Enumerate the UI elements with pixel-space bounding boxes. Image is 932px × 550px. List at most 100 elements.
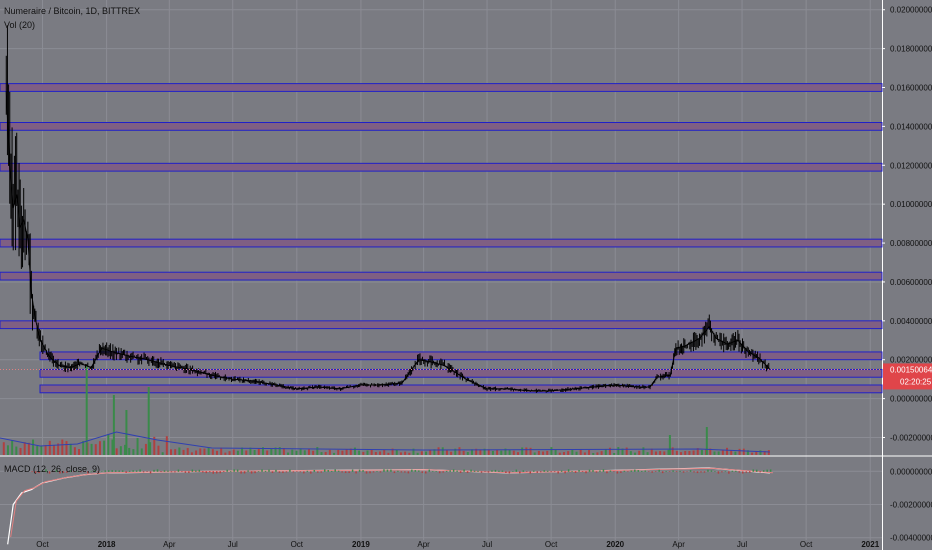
macd-histogram-bar	[139, 469, 141, 472]
volume-bar	[358, 450, 361, 455]
macd-histogram-bar	[379, 471, 382, 473]
macd-histogram-bar	[372, 471, 375, 473]
macd-histogram-bar	[477, 470, 479, 472]
macd-histogram-bar	[261, 469, 263, 472]
volume-bar	[487, 449, 490, 455]
volume-bar	[257, 448, 260, 455]
volume-bar	[132, 449, 135, 455]
macd-histogram-bar	[463, 469, 465, 472]
volume-spike	[705, 427, 708, 455]
volume-bar	[199, 448, 202, 455]
macd-histogram-bar	[222, 471, 225, 473]
volume-bar	[475, 448, 478, 455]
macd-histogram-bar	[355, 471, 357, 474]
macd-histogram-bar	[595, 471, 598, 473]
volume-bar	[425, 451, 428, 455]
volume-bar	[399, 452, 402, 455]
volume-bar	[617, 447, 620, 455]
macd-histogram-bar	[425, 471, 427, 474]
macd-histogram-bar	[278, 471, 281, 473]
macd-histogram-bar	[209, 471, 211, 473]
volume-bar	[98, 441, 101, 455]
volume-bar	[211, 449, 214, 455]
price-tick-label: 0.00000000	[890, 395, 932, 404]
price-badge-bg	[883, 363, 932, 390]
time-tick-label: Jul	[228, 540, 238, 549]
volume-bar	[404, 451, 407, 455]
macd-histogram-bar	[41, 470, 44, 472]
macd-histogram-bar	[153, 469, 155, 472]
macd-histogram-bar	[264, 470, 267, 472]
volume-bar	[61, 439, 64, 455]
volume-bar	[671, 447, 674, 455]
volume-bar	[295, 450, 298, 455]
macd-histogram-bar	[675, 471, 678, 473]
price-tick-label: 0.01400000	[890, 122, 932, 131]
volume-bar	[124, 444, 127, 455]
macd-histogram-bar	[268, 469, 270, 472]
time-tick-label: 2021	[861, 540, 879, 549]
volume-bar	[445, 450, 448, 455]
macd-histogram-bar	[404, 471, 406, 473]
volume-bar	[516, 452, 519, 455]
macd-histogram-bar	[121, 470, 124, 472]
volume-bar	[746, 450, 749, 455]
macd-histogram-bar	[390, 469, 392, 472]
macd-histogram-bar	[710, 470, 713, 472]
volume-bar	[128, 447, 131, 455]
time-tick-label: Apr	[672, 540, 685, 549]
macd-histogram-bar	[578, 470, 580, 472]
macd-histogram-bar	[571, 471, 573, 472]
macd-histogram-bar	[128, 470, 131, 472]
macd-histogram-bar	[135, 470, 138, 472]
volume-bar	[441, 447, 444, 455]
volume-bar	[646, 452, 649, 455]
symbol-legend[interactable]: Numeraire / Bitcoin, 1D, BITTREX	[4, 6, 141, 16]
macd-histogram-bar	[724, 471, 727, 472]
volume-bar	[675, 450, 678, 455]
volume-bar	[420, 451, 423, 455]
macd-histogram-bar	[696, 471, 699, 474]
macd-histogram-bar	[163, 470, 166, 472]
volume-bar	[307, 448, 310, 455]
grid-lines	[0, 0, 882, 540]
macd-histogram-bar	[707, 469, 709, 472]
macd-histogram-bar	[452, 469, 455, 472]
volume-bar	[450, 451, 453, 455]
macd-histogram-bar	[766, 469, 768, 472]
macd-histogram-bar	[34, 471, 37, 474]
macd-histogram-bar	[616, 471, 619, 474]
volume-bar	[32, 439, 35, 455]
macd-histogram-bar	[142, 471, 145, 473]
volume-bar	[65, 441, 68, 455]
volume-bar	[759, 450, 762, 455]
macd-histogram-bar	[348, 471, 350, 473]
macd-histogram-bar	[365, 471, 368, 474]
macd-histogram-bar	[181, 471, 183, 473]
macd-histogram-bar	[118, 470, 120, 472]
macd-histogram-bar	[769, 469, 772, 472]
macd-legend[interactable]: MACD (12, 26, close, 9)	[4, 464, 101, 474]
volume-bar	[370, 449, 373, 455]
volume-bar	[529, 447, 532, 455]
price-tick-label: 0.01800000	[890, 45, 932, 54]
volume-bar	[303, 450, 306, 455]
volume-bar	[203, 448, 206, 455]
macd-histogram-bar	[749, 471, 751, 473]
volume-legend[interactable]: Vol (20)	[4, 20, 36, 30]
volume-bar	[140, 448, 143, 455]
macd-histogram-bar	[299, 471, 302, 473]
volume-bar	[287, 452, 290, 455]
macd-histogram-bar	[459, 471, 462, 473]
volume-bar	[659, 451, 662, 455]
volume-bar	[462, 450, 465, 455]
macd-histogram-bar	[627, 471, 629, 472]
volume-bar	[763, 451, 766, 455]
time-tick-label: Apr	[163, 540, 176, 549]
volume-bar	[253, 450, 256, 455]
volume-bar	[604, 448, 607, 455]
volume-bar	[571, 449, 574, 455]
volume-bar	[52, 445, 55, 455]
